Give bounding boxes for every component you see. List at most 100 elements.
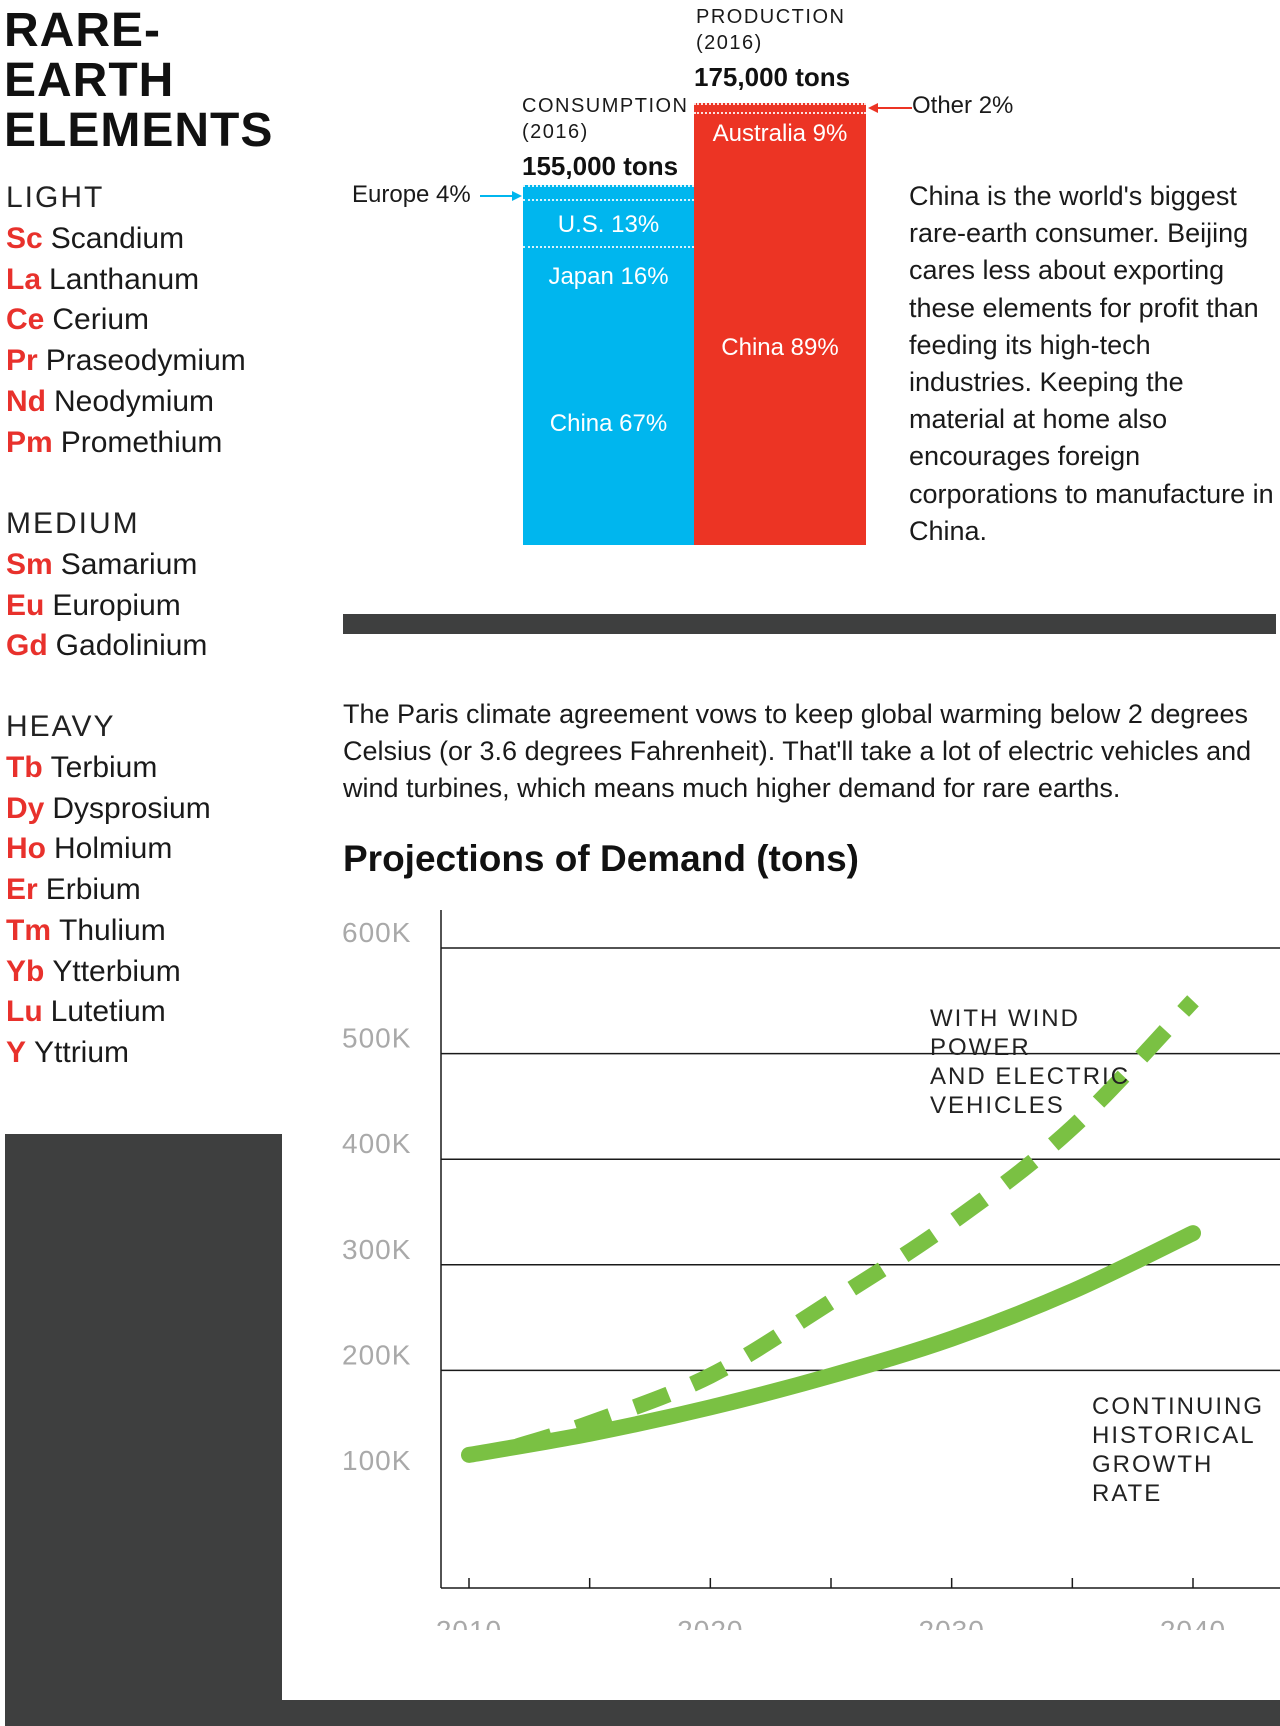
title-line: RARE- — [4, 4, 161, 57]
element-row: Ho Holmium — [6, 829, 306, 870]
element-row: Pr Praseodymium — [6, 341, 306, 382]
y-tick-label: 300K — [342, 1234, 411, 1265]
element-row: Sm Samarium — [6, 545, 306, 586]
y-tick-label: 200K — [342, 1339, 411, 1370]
element-row: Gd Gadolinium — [6, 626, 306, 667]
y-tick-label: 600K — [342, 917, 411, 948]
element-name: Erbium — [45, 873, 141, 907]
chart-title: Projections of Demand (tons) — [343, 838, 859, 879]
production-heading-line: PRODUCTION — [696, 6, 846, 28]
dark-bottom-bar — [282, 1700, 1280, 1726]
element-row: Er Erbium — [6, 870, 306, 911]
element-row: Y Yttrium — [6, 1033, 306, 1074]
series-annotation: GROWTH — [1092, 1451, 1213, 1478]
element-name: Samarium — [60, 548, 198, 581]
element-symbol: Er — [6, 873, 38, 907]
element-row: Sc Scandium — [6, 219, 306, 260]
y-tick-label: 100K — [342, 1445, 411, 1476]
element-symbol: Pr — [6, 344, 38, 378]
element-row: Nd Neodymium — [6, 382, 306, 423]
element-name: Ytterbium — [52, 954, 181, 988]
china-note: China is the world's biggest rare-earth … — [909, 181, 1274, 546]
other-callout: Other 2% — [912, 92, 1014, 119]
element-name: Terbium — [50, 751, 158, 784]
bar-segment-japan: Japan 16% — [523, 246, 694, 306]
element-row: Tb Terbium — [6, 748, 306, 789]
element-row: Ce Cerium — [6, 300, 306, 341]
other-arrow-icon — [868, 103, 912, 113]
demand-line-chart: 100K 200K 300K 400K 500K 600K 2010 2020 2030 2040… — [342, 910, 1280, 1630]
element-symbol: Tm — [6, 913, 51, 947]
bar-segment-europe — [523, 185, 694, 201]
title-line: ELEMENTS — [4, 104, 274, 157]
element-symbol: Sc — [6, 222, 43, 255]
element-name: Cerium — [52, 303, 150, 337]
element-row: Lu Lutetium — [6, 992, 306, 1033]
bar-segment-australia: Australia 9% — [694, 111, 866, 154]
element-name: Thulium — [59, 913, 166, 947]
series-annotation: WITH WIND — [930, 1005, 1080, 1032]
y-tick-label: 500K — [342, 1023, 411, 1054]
element-symbol: Yb — [6, 954, 45, 988]
consumption-heading-line: (2016) — [522, 121, 589, 143]
bar-segment-other — [694, 103, 866, 114]
consumption-bar: China 67% Japan 16% U.S. 13% — [523, 185, 694, 545]
section-divider — [343, 614, 1276, 634]
element-symbol: La — [6, 262, 42, 296]
group-medium: MEDIUM Sm Samarium Eu Europium Gd Gadoliniu… — [6, 507, 306, 667]
element-name: Scandium — [50, 222, 185, 255]
bar-segment-label: Australia 9% — [712, 119, 848, 147]
element-symbol: Y — [6, 1035, 27, 1069]
series-line-historical — [461, 1225, 1201, 1463]
page-title: RARE- EARTH ELEMENTS — [4, 6, 304, 156]
element-symbol: Sm — [6, 548, 53, 581]
series-annotation: POWER — [930, 1034, 1031, 1061]
series-annotation: HISTORICAL — [1092, 1422, 1256, 1449]
x-tick-label: 2040 — [1160, 1615, 1226, 1630]
element-symbol: Nd — [6, 384, 46, 418]
series-annotation: AND ELECTRIC — [930, 1063, 1130, 1090]
element-row: Yb Ytterbium — [6, 952, 306, 993]
x-tick-label: 2020 — [677, 1615, 743, 1630]
element-name: Europium — [52, 588, 181, 622]
element-name: Holmium — [54, 832, 173, 866]
consumption-total: 155,000 tons — [522, 151, 679, 181]
group-heading: LIGHT — [6, 181, 105, 214]
consumption-heading-line: CONSUMPTION — [522, 95, 689, 117]
element-row: Dy Dysprosium — [6, 789, 306, 830]
bar-segment-label: China 89% — [721, 334, 839, 362]
europe-arrow-icon — [480, 191, 522, 201]
bar-segment-us: U.S. 13% — [523, 199, 694, 248]
bar-segment-china: China 89% — [694, 152, 866, 545]
element-row: Eu Europium — [6, 586, 306, 627]
title-line: EARTH — [4, 54, 175, 107]
series-line-wind-ev — [514, 995, 1199, 1455]
element-row: La Lanthanum — [6, 260, 306, 301]
element-name: Promethium — [60, 425, 223, 459]
element-symbol: Eu — [6, 588, 45, 622]
element-symbol: Gd — [6, 629, 48, 663]
x-tick-label: 2010 — [436, 1615, 502, 1630]
element-name: Praseodymium — [45, 344, 246, 378]
bar-segment-label: China 67% — [549, 410, 668, 438]
element-symbol: Pm — [6, 425, 53, 459]
bar-segment-label: U.S. 13% — [557, 210, 660, 238]
group-heading: HEAVY — [6, 710, 116, 743]
element-symbol: Lu — [6, 995, 43, 1029]
element-row: Tm Thulium — [6, 911, 306, 952]
element-symbol: Ho — [6, 832, 46, 866]
production-heading: PRODUCTION (2016) — [696, 4, 845, 56]
element-name: Lutetium — [50, 995, 166, 1029]
production-total: 175,000 tons — [694, 62, 851, 92]
y-tick-label: 400K — [342, 1128, 411, 1159]
series-annotation: VEHICLES — [930, 1092, 1065, 1119]
element-name: Dysprosium — [52, 791, 211, 825]
element-symbol: Ce — [6, 303, 45, 337]
element-name: Lanthanum — [49, 262, 200, 296]
element-symbol: Dy — [6, 791, 45, 825]
dark-side-block — [5, 1134, 282, 1726]
production-heading-line: (2016) — [696, 32, 763, 54]
element-symbol: Tb — [6, 751, 43, 784]
consumption-heading: CONSUMPTION (2016) — [522, 93, 689, 145]
group-heading: MEDIUM — [6, 507, 140, 540]
